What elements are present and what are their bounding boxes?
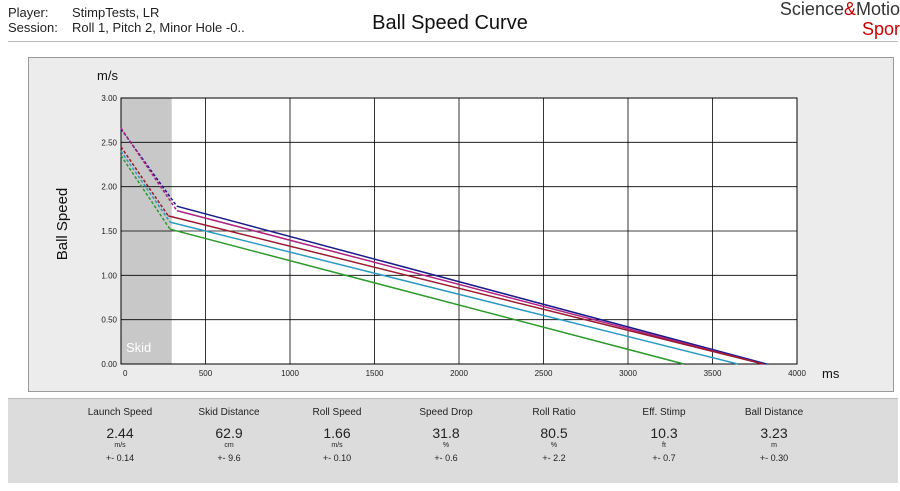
series-skid-line-3 — [120, 146, 169, 217]
y-tick-label: 0.50 — [101, 316, 117, 325]
series-skid-line-2 — [120, 127, 178, 212]
series-roll-line-3 — [168, 215, 764, 365]
stat-speed-drop: Speed Drop 31.8% +- 0.6 — [391, 407, 501, 463]
stat-name: Skid Distance — [198, 407, 260, 418]
stat-value: 31.8 — [432, 425, 460, 441]
stat-value: 10.3 — [650, 425, 678, 441]
stat-error: +- 2.2 — [542, 453, 566, 463]
series-roll-line-5 — [169, 228, 684, 365]
x-tick-label: 2000 — [450, 369, 468, 378]
stat-unit: m — [771, 442, 777, 449]
stat-error: +- 0.30 — [759, 453, 789, 463]
y-tick-label: 2.00 — [101, 183, 117, 192]
session-label: Session: — [8, 20, 58, 35]
x-tick-label: 500 — [199, 369, 213, 378]
y-tick-label: 1.00 — [101, 271, 117, 280]
series-roll-line-1 — [176, 205, 767, 365]
page-title: Ball Speed Curve — [372, 12, 528, 34]
series-skid-line-4 — [120, 150, 171, 223]
stat-unit: % — [442, 442, 450, 449]
stat-name: Ball Distance — [744, 407, 804, 418]
stat-eff-stimp: Eff. Stimp 10.3 ft +- 0.7 — [609, 407, 719, 463]
x-axis-label: ms — [822, 366, 840, 381]
session-value: Roll 1, Pitch 2, Minor Hole -0.. — [72, 20, 245, 35]
x-tick-label: 0 — [123, 369, 128, 378]
stat-unit: m/s — [331, 442, 343, 449]
stat-value: 3.23 — [760, 425, 788, 441]
logo-amp: & — [843, 0, 856, 19]
skid-label: Skid — [126, 340, 151, 355]
stat-error: +- 0.10 — [322, 453, 352, 463]
stat-error: +- 0.14 — [105, 453, 135, 463]
stat-skid-distance: Skid Distance 62.9 cm +- 9.6 — [174, 407, 284, 463]
logo-sports: Spor — [861, 19, 900, 39]
stats-panel: Launch Speed 2.44 m/s +- 0.14 Skid Distance 6… — [8, 398, 898, 483]
stat-unit: % — [550, 442, 558, 449]
logo-science: Science — [779, 0, 844, 19]
x-tick-label: 3500 — [704, 369, 722, 378]
stat-error: +- 9.6 — [217, 453, 241, 463]
stat-name: Eff. Stimp — [642, 407, 686, 418]
stat-roll-ratio: Roll Ratio 80.5% +- 2.2 — [499, 407, 609, 463]
series-roll-line-4 — [169, 221, 739, 365]
player-value: StimpTests, LR — [72, 5, 160, 20]
x-tick-label: 1500 — [366, 369, 384, 378]
stat-value: 1.66 — [323, 425, 351, 441]
stat-name: Launch Speed — [87, 407, 153, 418]
stat-name: Roll Ratio — [532, 407, 576, 418]
stat-ball-distance: Ball Distance 3.23 m +- 0.30 — [719, 407, 829, 463]
plot-border — [120, 97, 798, 365]
brand-logo: Science&Motio Spor — [780, 0, 900, 38]
x-tick-label: 2500 — [535, 369, 553, 378]
stat-error: +- 0.7 — [652, 453, 676, 463]
player-label: Player: — [8, 5, 49, 20]
y-unit-label: m/s — [97, 68, 118, 83]
y-tick-label: 0.00 — [101, 360, 117, 369]
y-tick-label: 1.50 — [101, 227, 117, 236]
stat-unit: cm — [224, 442, 234, 449]
y-tick-label: 2.50 — [101, 138, 117, 147]
logo-motion: Motio — [855, 0, 900, 19]
stat-name: Roll Speed — [312, 407, 362, 418]
stat-error: +- 0.6 — [434, 453, 458, 463]
series-roll-line-2 — [176, 209, 764, 365]
stat-value: 62.9 — [215, 425, 243, 441]
header-divider — [8, 41, 898, 42]
stat-unit: m/s — [114, 442, 126, 449]
y-tick-label: 3.00 — [101, 94, 117, 103]
y-axis-label: Ball Speed — [54, 188, 71, 261]
stat-value: 80.5 — [540, 425, 568, 441]
x-tick-label: 4000 — [788, 369, 806, 378]
stat-name: Speed Drop — [419, 407, 473, 418]
x-tick-label: 1000 — [281, 369, 299, 378]
x-tick-label: 3000 — [619, 369, 637, 378]
stat-roll-speed: Roll Speed 1.66 m/s +- 0.10 — [282, 407, 392, 463]
stat-unit: ft — [662, 442, 666, 449]
stat-value: 2.44 — [106, 425, 134, 441]
stat-launch-speed: Launch Speed 2.44 m/s +- 0.14 — [65, 407, 175, 463]
